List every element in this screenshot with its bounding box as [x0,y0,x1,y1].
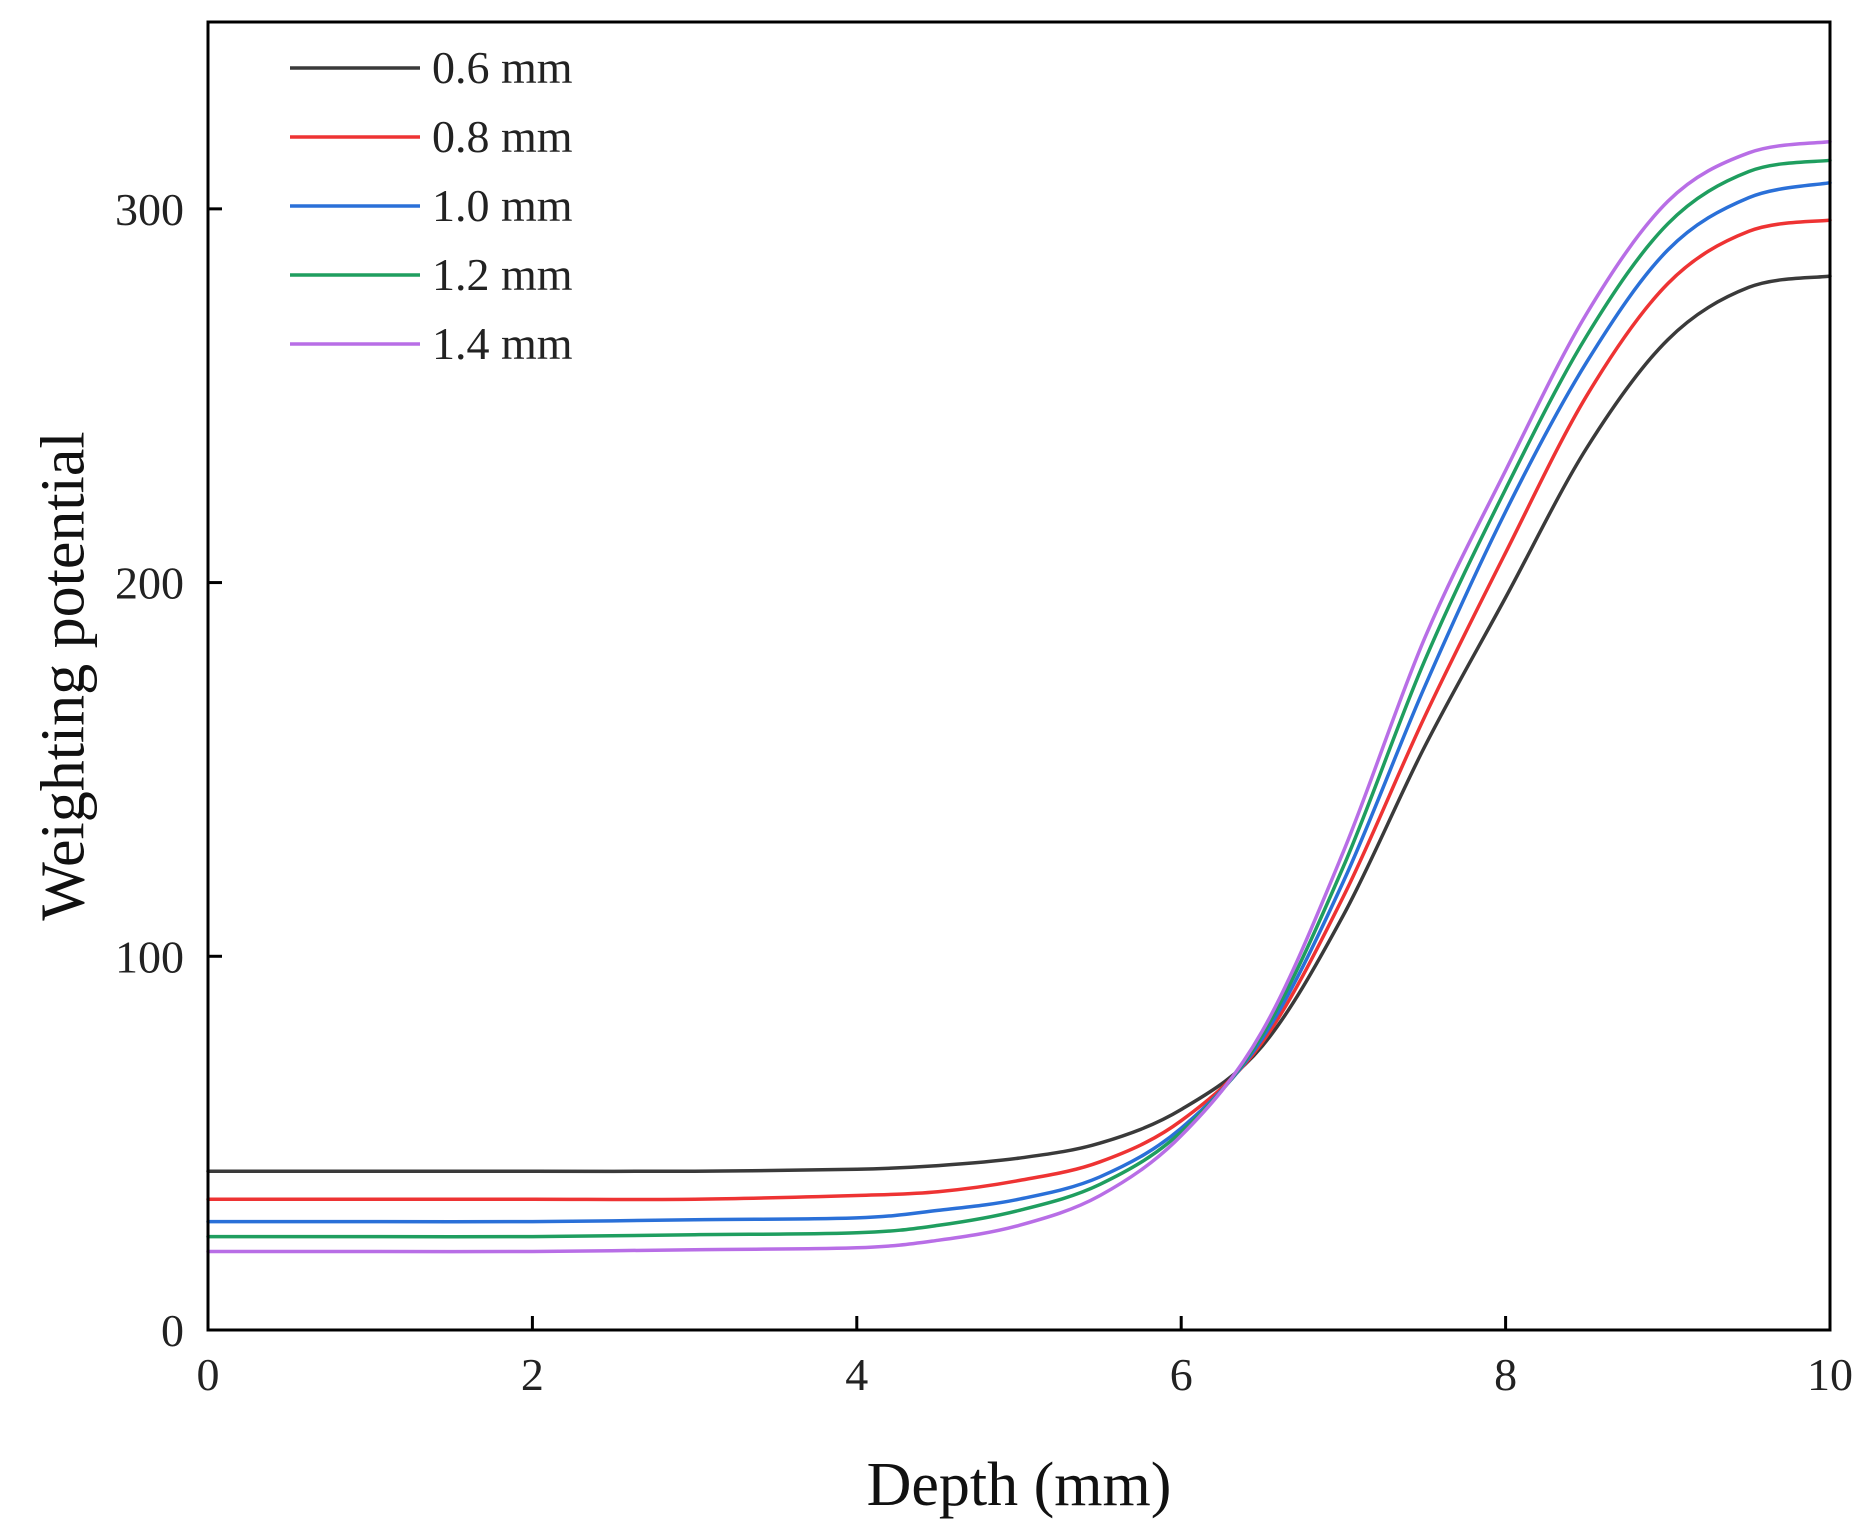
legend-label-2: 1.0 mm [432,180,573,231]
legend-label-3: 1.2 mm [432,249,573,300]
series-line-0 [206,274,1832,1174]
series-layer [206,139,1832,1254]
x-tick-label-3: 6 [1170,1349,1193,1400]
y-tick-label-1: 100 [115,931,184,982]
x-tick-label-5: 10 [1807,1349,1853,1400]
series-line-4 [206,139,1832,1254]
x-tick-label-0: 0 [197,1349,220,1400]
y-tick-label-3: 300 [115,184,184,235]
y-axis-title: Weighting potential [30,431,98,920]
series-line-1 [206,218,1832,1202]
x-tick-label-2: 4 [845,1349,868,1400]
plot-frame [206,20,1832,1332]
legend: 0.6 mm 0.8 mm 1.0 mm 1.2 mm 1.4 mm [290,42,573,369]
legend-label-4: 1.4 mm [432,318,573,369]
y-tick-label-2: 200 [115,558,184,609]
legend-label-0: 0.6 mm [432,42,573,93]
y-tick-label-0: 0 [161,1305,184,1356]
x-axis-title: Depth (mm) [867,1451,1172,1519]
x-tick-label-1: 2 [521,1349,544,1400]
legend-label-1: 0.8 mm [432,111,573,162]
x-tick-label-4: 8 [1494,1349,1517,1400]
